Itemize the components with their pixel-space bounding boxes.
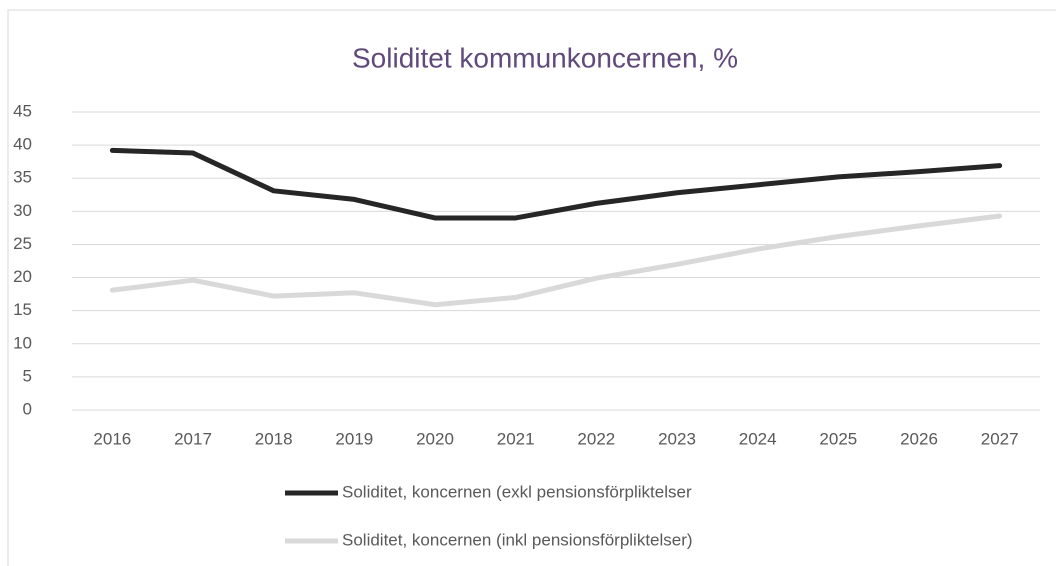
data-line (109, 213, 1003, 308)
x-tick-label: 2018 (255, 429, 293, 448)
x-tick-label: 2019 (335, 429, 373, 448)
x-tick-label: 2026 (900, 429, 938, 448)
x-tick-label: 2023 (658, 429, 696, 448)
x-tick-label: 2016 (93, 429, 131, 448)
y-tick-label: 40 (13, 135, 32, 154)
y-tick-label: 25 (13, 234, 32, 253)
x-tick-label: 2024 (739, 429, 777, 448)
chart-border (7, 9, 1056, 566)
x-tick-label: 2021 (497, 429, 535, 448)
legend-label: Soliditet, koncernen (inkl pensionsförpl… (342, 530, 693, 549)
y-tick-label: 45 (13, 101, 32, 120)
x-tick-label: 2025 (819, 429, 857, 448)
x-tick-label: 2022 (577, 429, 615, 448)
y-tick-label: 35 (13, 168, 32, 187)
x-tick-label: 2020 (416, 429, 454, 448)
y-tick-label: 30 (13, 201, 32, 220)
legend-label: Soliditet, koncernen (exkl pensionsförpl… (342, 482, 692, 501)
x-tick-label: 2027 (981, 429, 1019, 448)
y-tick-label: 5 (23, 366, 32, 385)
y-tick-label: 0 (23, 399, 32, 418)
chart-title: Soliditet kommunkoncernen, % (352, 42, 738, 73)
y-tick-label: 20 (13, 267, 32, 286)
y-tick-label: 10 (13, 333, 32, 352)
data-line (109, 147, 1003, 221)
x-tick-label: 2017 (174, 429, 212, 448)
y-tick-label: 15 (13, 300, 32, 319)
